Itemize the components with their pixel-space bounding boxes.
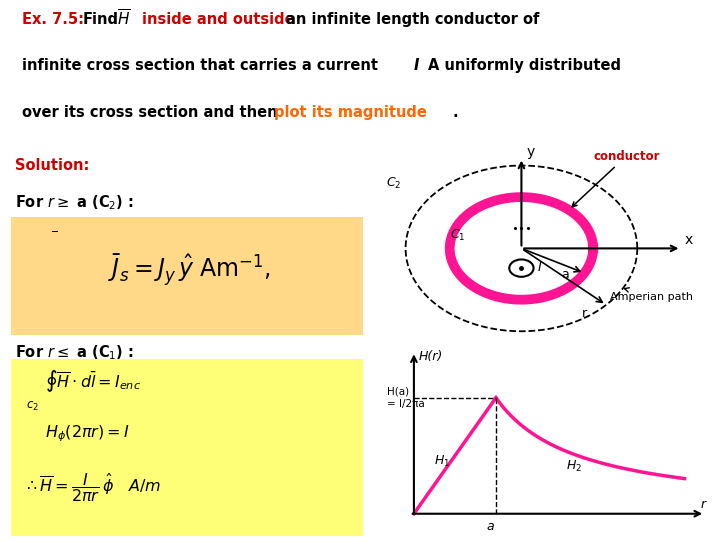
Text: Ex. 7.5:: Ex. 7.5: (22, 12, 84, 26)
Text: $c_2$: $c_2$ (27, 400, 40, 413)
Text: an infinite length conductor of: an infinite length conductor of (286, 12, 539, 26)
Text: $C_1$: $C_1$ (450, 227, 465, 242)
Text: $\therefore \overline{H} = \dfrac{I}{2\pi r}\,\hat{\phi}\quad A/m$: $\therefore \overline{H} = \dfrac{I}{2\p… (23, 471, 161, 504)
Text: plot its magnitude: plot its magnitude (274, 105, 426, 120)
Text: $\overline{H}$: $\overline{H}$ (117, 9, 131, 29)
Text: Amperian path: Amperian path (610, 288, 693, 302)
Text: x: x (684, 233, 693, 247)
Text: $\bar{J}_s = J_y\,\hat{y}\;\mathrm{Am}^{-1}$,: $\bar{J}_s = J_y\,\hat{y}\;\mathrm{Am}^{… (108, 252, 270, 288)
Text: a: a (487, 520, 494, 533)
FancyBboxPatch shape (12, 359, 363, 536)
Text: For $r \geq$ a (C$_2$) :: For $r \geq$ a (C$_2$) : (15, 193, 134, 212)
Text: For $r \leq$ a (C$_1$) :: For $r \leq$ a (C$_1$) : (15, 343, 134, 362)
Text: infinite cross section that carries a current: infinite cross section that carries a cu… (22, 58, 377, 73)
Text: y: y (527, 145, 535, 159)
Text: $C_2$: $C_2$ (386, 176, 402, 191)
Text: $H_\phi(2\pi r) = I$: $H_\phi(2\pi r) = I$ (45, 424, 130, 444)
Text: $H_1$: $H_1$ (434, 454, 451, 469)
Text: $\oint \overline{H} \cdot d\bar{l} = I_{enc}$: $\oint \overline{H} \cdot d\bar{l} = I_{… (45, 368, 141, 394)
Text: .: . (452, 105, 458, 120)
Text: conductor: conductor (572, 150, 660, 207)
Text: A uniformly distributed: A uniformly distributed (428, 58, 621, 73)
Text: r: r (701, 498, 706, 511)
FancyBboxPatch shape (12, 217, 363, 335)
Text: H(r): H(r) (419, 349, 443, 362)
Text: over its cross section and then: over its cross section and then (22, 105, 277, 120)
Text: $H_2$: $H_2$ (566, 458, 582, 474)
Text: Find: Find (83, 12, 119, 26)
Text: $\overline{\;}$: $\overline{\;}$ (51, 220, 58, 238)
Text: I: I (414, 58, 420, 73)
Text: $I$: $I$ (537, 261, 542, 274)
Text: a: a (561, 268, 569, 281)
Text: Solution:: Solution: (15, 158, 89, 173)
Text: r: r (582, 307, 588, 320)
Text: inside and outside: inside and outside (142, 12, 294, 26)
Text: H(a)
= I/2πa: H(a) = I/2πa (387, 387, 425, 409)
